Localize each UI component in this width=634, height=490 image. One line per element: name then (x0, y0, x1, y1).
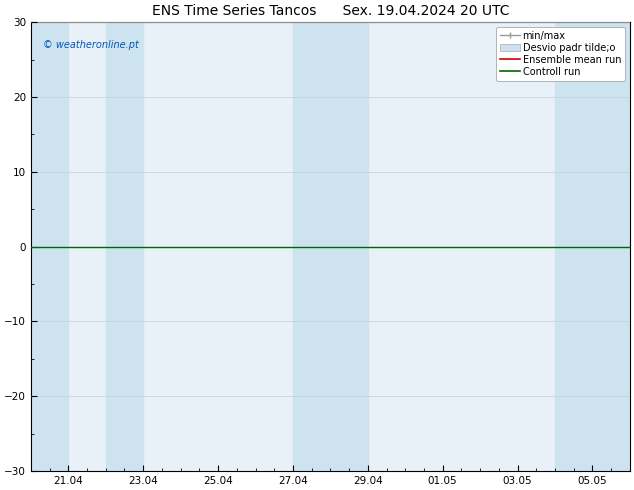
Text: © weatheronline.pt: © weatheronline.pt (43, 40, 139, 50)
Bar (293, 22, 368, 471)
Bar (31, 22, 68, 471)
Legend: min/max, Desvio padr tilde;o, Ensemble mean run, Controll run: min/max, Desvio padr tilde;o, Ensemble m… (496, 27, 625, 80)
Title: ENS Time Series Tancos      Sex. 19.04.2024 20 UTC: ENS Time Series Tancos Sex. 19.04.2024 2… (152, 4, 509, 18)
Bar (555, 22, 630, 471)
Bar (106, 22, 143, 471)
